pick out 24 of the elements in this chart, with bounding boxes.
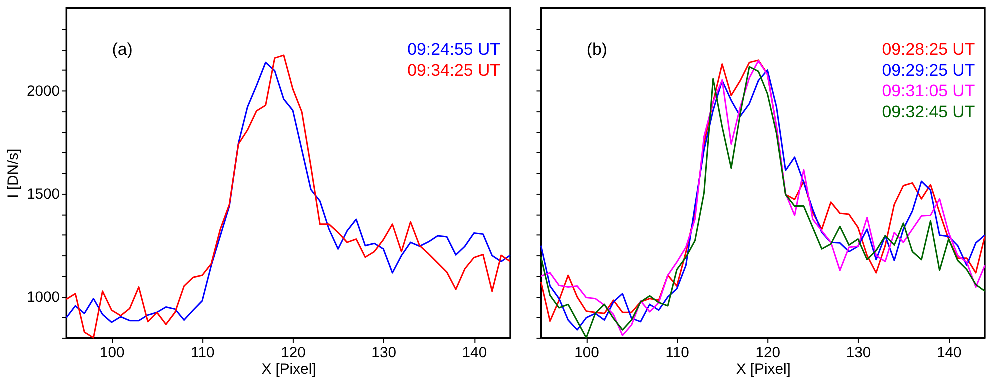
- text: 09:32:45 UT: [882, 102, 976, 122]
- x-tick-label: 110: [666, 345, 690, 362]
- x-axis-title: X [Pixel]: [262, 362, 316, 378]
- x-tick-label: 130: [846, 345, 872, 362]
- text: 09:24:55 UT: [408, 40, 500, 59]
- x-tick-label: 130: [372, 345, 397, 362]
- y-tick-label: 1500: [26, 187, 60, 204]
- text: 09:28:25 UT: [882, 40, 976, 59]
- x-tick-label: 120: [756, 345, 781, 362]
- x-tick-label: 100: [574, 345, 600, 362]
- x-tick-label: 120: [281, 345, 306, 362]
- text: 09:31:05 UT: [882, 82, 976, 101]
- text: 09:34:25 UT: [408, 60, 500, 80]
- annotation: (b): [586, 40, 608, 59]
- x-axis-title: X [Pixel]: [736, 362, 791, 378]
- y-axis-title: I [DN/s]: [6, 148, 22, 198]
- x-tick-label: 140: [936, 345, 962, 362]
- y-tick-label: 1000: [26, 290, 60, 306]
- x-tick-label: 100: [100, 345, 125, 362]
- x-tick-label: 110: [191, 345, 215, 362]
- text: 09:29:25 UT: [882, 60, 976, 80]
- y-tick-label: 2000: [26, 84, 60, 100]
- annotation: (a): [112, 40, 133, 59]
- x-tick-label: 140: [462, 345, 488, 362]
